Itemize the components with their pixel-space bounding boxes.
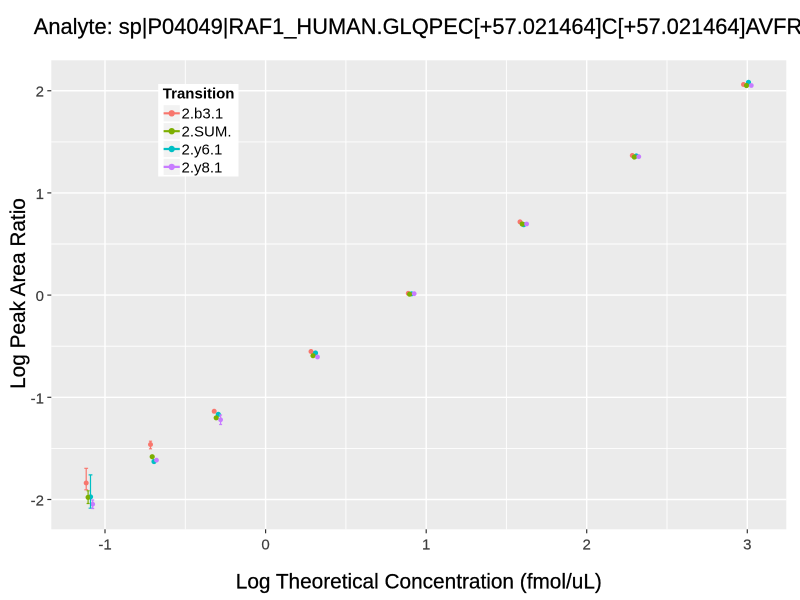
svg-text:-2: -2	[31, 493, 44, 510]
svg-text:-1: -1	[98, 536, 111, 553]
svg-text:2.b3.1: 2.b3.1	[182, 106, 224, 123]
svg-text:Transition: Transition	[163, 86, 235, 103]
svg-text:Log Peak Area Ratio: Log Peak Area Ratio	[7, 198, 30, 389]
svg-text:-1: -1	[31, 390, 44, 407]
svg-text:2: 2	[583, 536, 591, 553]
svg-text:Analyte: sp|P04049|RAF1_HUMAN.: Analyte: sp|P04049|RAF1_HUMAN.GLQPEC[+57…	[34, 14, 800, 39]
svg-text:0: 0	[261, 536, 269, 553]
svg-text:1: 1	[422, 536, 430, 553]
svg-text:3: 3	[743, 536, 751, 553]
svg-text:0: 0	[36, 288, 44, 305]
svg-text:2: 2	[36, 84, 44, 101]
svg-text:2.SUM.: 2.SUM.	[182, 124, 232, 141]
svg-text:Log Theoretical Concentration: Log Theoretical Concentration (fmol/uL)	[236, 571, 602, 594]
svg-text:2.y6.1: 2.y6.1	[182, 141, 223, 158]
svg-text:2.y8.1: 2.y8.1	[182, 159, 223, 176]
svg-text:1: 1	[36, 186, 44, 203]
